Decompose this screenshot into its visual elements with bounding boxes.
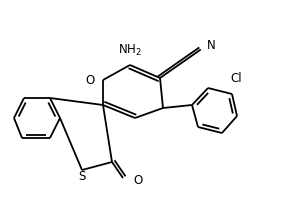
Text: S: S [78,170,86,184]
Text: O: O [133,173,142,187]
Text: N: N [207,38,216,51]
Text: O: O [86,73,95,87]
Text: Cl: Cl [230,71,242,85]
Text: NH$_2$: NH$_2$ [118,42,142,58]
